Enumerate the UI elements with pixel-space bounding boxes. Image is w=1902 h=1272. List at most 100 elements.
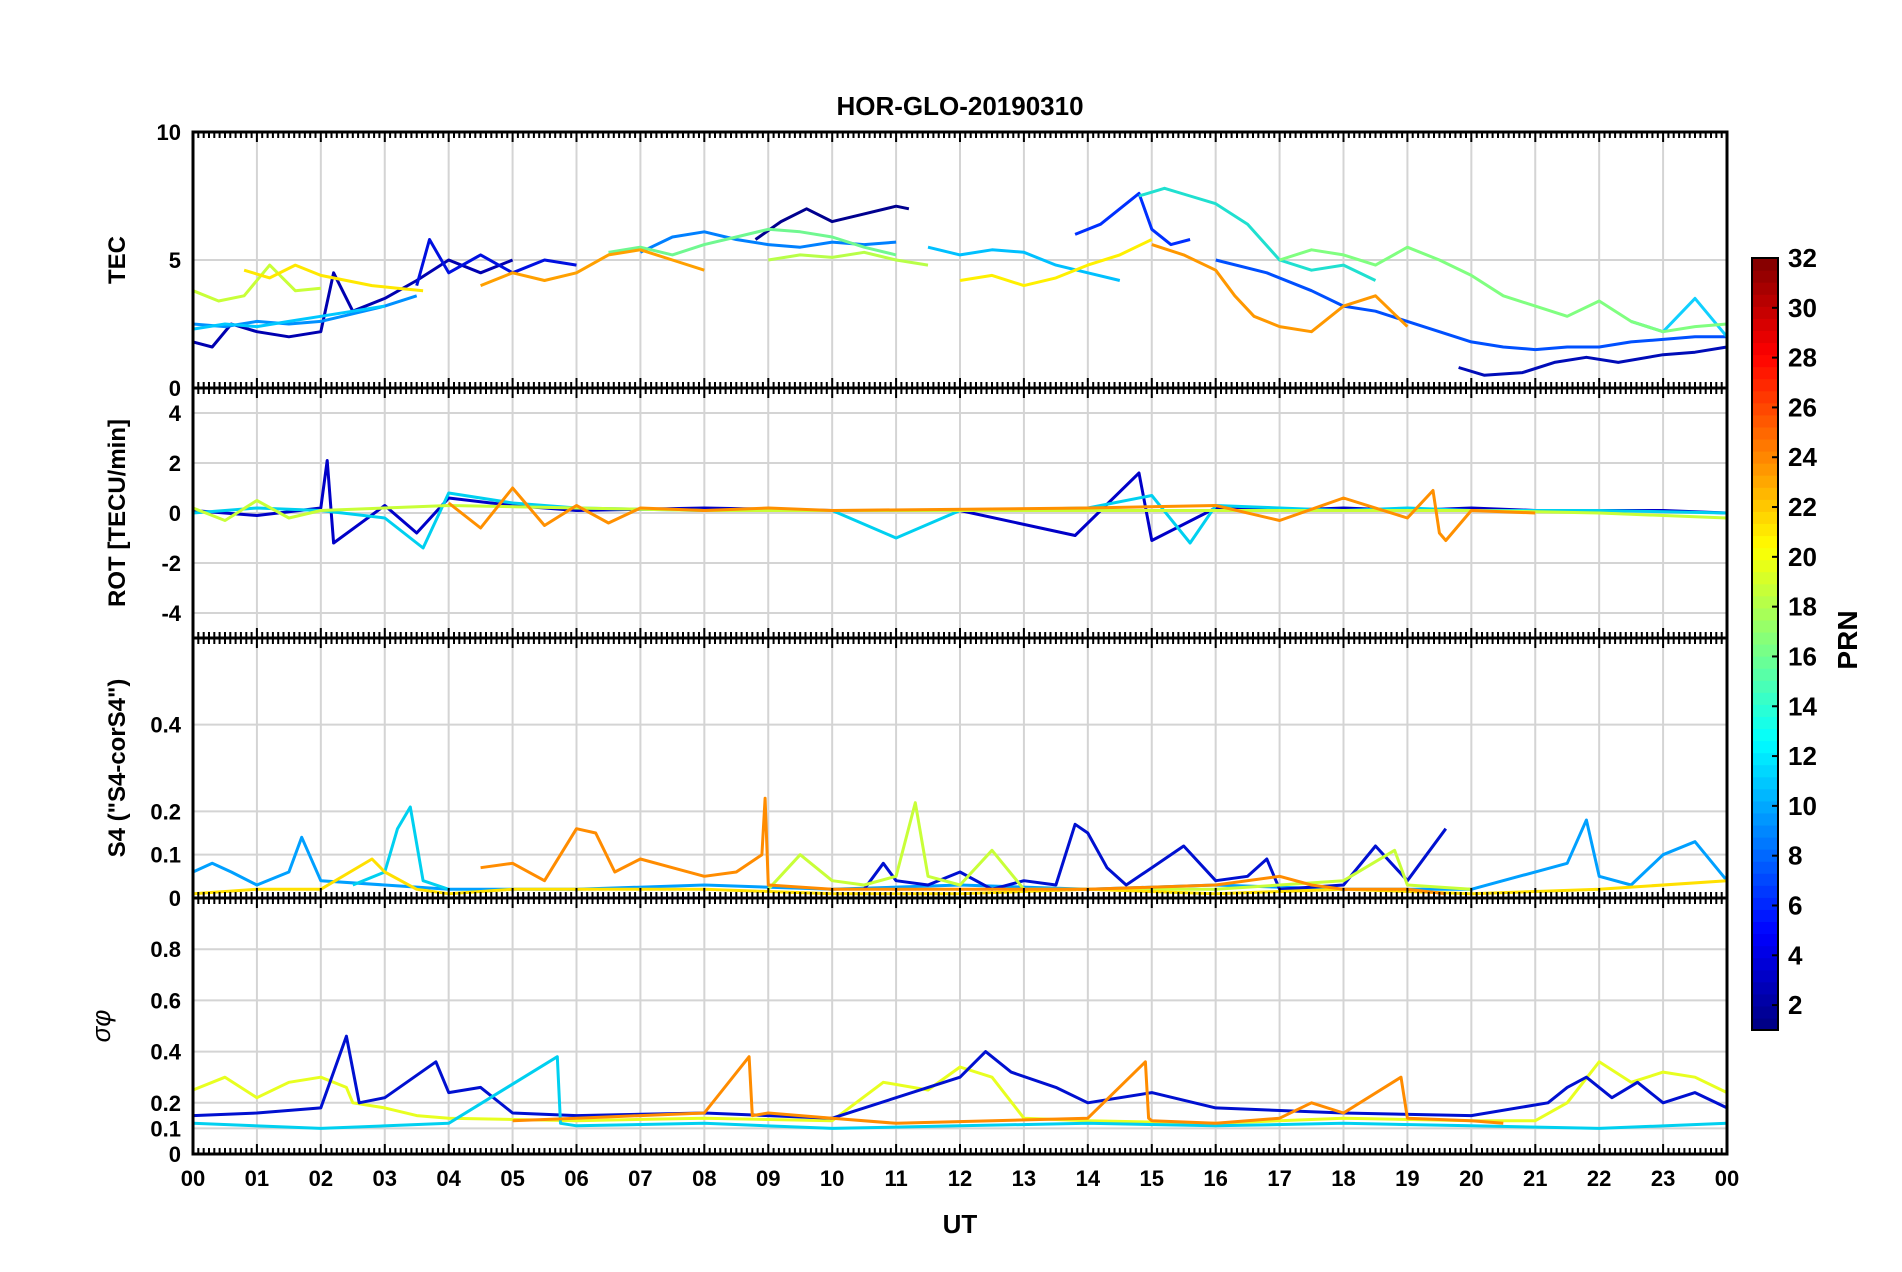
y-tick-label: 0.1 xyxy=(150,843,181,868)
colorbar-tick-label: 12 xyxy=(1788,741,1817,771)
y-tick-label: 10 xyxy=(157,120,181,145)
x-tick-label: 06 xyxy=(564,1166,588,1191)
x-tick-label: 19 xyxy=(1395,1166,1419,1191)
colorbar-swatch xyxy=(1752,511,1778,524)
x-tick-label: 11 xyxy=(884,1166,907,1191)
figure-title: HOR-GLO-20190310 xyxy=(836,91,1083,121)
y-tick-label: 0.6 xyxy=(150,988,181,1013)
x-minor-ticks xyxy=(192,898,1728,1154)
colorbar-swatch xyxy=(1752,438,1778,452)
colorbar-swatch xyxy=(1752,487,1778,500)
colorbar-swatch xyxy=(1752,668,1778,681)
x-tick-label: 01 xyxy=(245,1166,269,1191)
colorbar-swatch xyxy=(1752,306,1778,319)
colorbar-swatch xyxy=(1752,1017,1778,1031)
series-line xyxy=(192,304,386,331)
x-axis: 00 01 02 03 04 05 06 07 08 09 10 11 12 13 14 15 16 17 18 19… xyxy=(181,1166,1739,1191)
colorbar-swatch xyxy=(1752,390,1778,404)
series-line xyxy=(1074,191,1191,247)
y-axis-label: ROT [TECU/min] xyxy=(104,419,131,607)
colorbar-swatch xyxy=(1752,414,1778,428)
colorbar-tick-label: 6 xyxy=(1788,890,1802,920)
x-tick-label: 08 xyxy=(692,1166,716,1191)
series-line xyxy=(415,238,577,287)
y-axis-label: TEC xyxy=(104,236,131,284)
colorbar-tick-label: 28 xyxy=(1788,343,1817,373)
colorbar-swatch xyxy=(1752,981,1778,995)
series-line xyxy=(192,1060,1728,1125)
x-axis-label: UT xyxy=(943,1209,978,1239)
series-line xyxy=(192,1034,1728,1120)
colorbar-swatch xyxy=(1752,945,1778,959)
colorbar-swatch xyxy=(1752,897,1778,910)
y-tick-label: -2 xyxy=(161,551,181,576)
y-tick-label: 0 xyxy=(169,886,181,911)
colorbar-swatch xyxy=(1752,342,1778,356)
colorbar-swatch xyxy=(1752,547,1778,561)
colorbar-swatch xyxy=(1752,463,1778,476)
x-tick-label: 05 xyxy=(500,1166,524,1191)
x-tick-label: 21 xyxy=(1523,1166,1547,1191)
panel-ROT: -4 -2 0 2 4 ROT [TECU/min] xyxy=(104,386,1729,640)
colorbar-swatch xyxy=(1752,969,1778,983)
series-line xyxy=(480,796,1446,896)
colorbar-swatch xyxy=(1752,366,1778,380)
colorbar-swatch xyxy=(1752,330,1778,344)
colorbar-tick-label: 20 xyxy=(1788,542,1817,572)
x-tick-label: 00 xyxy=(181,1166,205,1191)
colorbar-swatch xyxy=(1752,451,1778,464)
series-line xyxy=(1458,345,1728,377)
x-tick-label: 18 xyxy=(1331,1166,1355,1191)
y-tick-label: 0.8 xyxy=(150,937,181,962)
series-line xyxy=(1151,243,1409,334)
colorbar-tick-label: 22 xyxy=(1788,492,1817,522)
colorbar-swatch xyxy=(1752,607,1778,621)
colorbar-swatch xyxy=(1752,692,1778,705)
colorbar-swatch xyxy=(1752,957,1778,971)
colorbar-tick-label: 4 xyxy=(1788,940,1803,970)
y-axis-label: S4 ("S4-corS4") xyxy=(104,679,131,858)
colorbar-swatch xyxy=(1752,631,1778,645)
x-tick-label: 12 xyxy=(948,1166,972,1191)
series-line xyxy=(768,250,929,267)
colorbar-label: PRN xyxy=(1832,610,1863,669)
colorbar-tick-label: 26 xyxy=(1788,392,1817,422)
y-tick-label: 0.2 xyxy=(150,1091,181,1116)
colorbar-swatch xyxy=(1752,619,1778,633)
colorbar-swatch xyxy=(1752,571,1778,585)
colorbar-swatch xyxy=(1752,764,1778,778)
y-tick-label: 0 xyxy=(169,376,181,401)
colorbar-tick-label: 30 xyxy=(1788,293,1817,323)
colorbar-swatch xyxy=(1752,644,1778,657)
series-line xyxy=(447,486,1536,542)
colorbar-tick-label: 24 xyxy=(1788,442,1817,472)
colorbar-swatch xyxy=(1752,812,1778,826)
colorbar-swatch xyxy=(1752,909,1778,923)
colorbar-swatch xyxy=(1752,583,1778,597)
colorbar-frame xyxy=(1751,257,1779,1031)
series-line xyxy=(480,248,705,287)
colorbar-swatch xyxy=(1752,475,1778,488)
x-tick-label: 00 xyxy=(1715,1166,1739,1191)
colorbar-tick-label: 10 xyxy=(1788,791,1817,821)
colorbar-swatch xyxy=(1752,1005,1778,1019)
series-line xyxy=(1138,186,1377,282)
colorbar-swatch xyxy=(1752,426,1778,440)
colorbar-tick-label: 8 xyxy=(1788,841,1802,871)
colorbar-swatch xyxy=(1752,716,1778,730)
y-tick-label: 0 xyxy=(169,501,181,526)
x-tick-label: 09 xyxy=(756,1166,780,1191)
x-tick-label: 16 xyxy=(1203,1166,1227,1191)
colorbar-swatch xyxy=(1752,294,1778,307)
colorbar-swatch xyxy=(1752,704,1778,717)
colorbar-swatch xyxy=(1752,499,1778,512)
colorbar-swatch xyxy=(1752,824,1778,838)
series-line xyxy=(243,263,424,293)
x-tick-label: 07 xyxy=(628,1166,652,1191)
x-tick-label: 15 xyxy=(1140,1166,1164,1191)
colorbar-swatch xyxy=(1752,993,1778,1007)
x-tick-label: 23 xyxy=(1651,1166,1675,1191)
